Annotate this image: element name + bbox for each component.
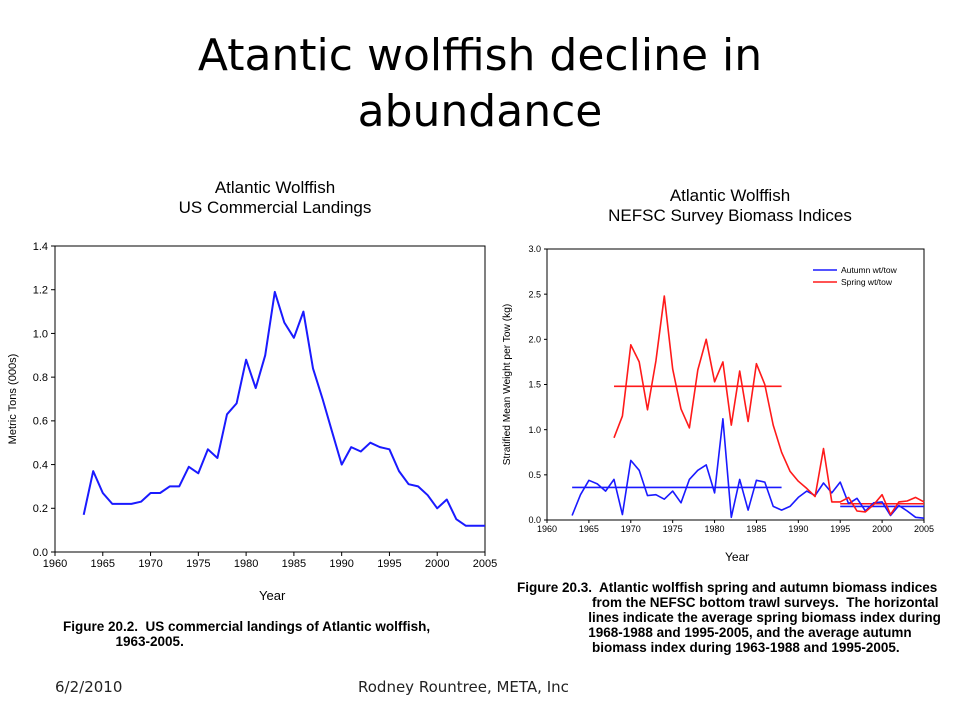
landings-y-tick-label: 1.2 <box>33 285 48 297</box>
landings-chart-title: Atlantic Wolffish US Commercial Landings <box>120 178 430 218</box>
landings-y-axis-label: Metric Tons (000s) <box>7 354 19 445</box>
landings-plot-frame <box>54 245 486 553</box>
survey-x-tick-label: 1990 <box>788 524 808 534</box>
landings-x-tick-label: 1975 <box>186 558 210 570</box>
survey-plot: 1960 1965 1970 1975 1980 1985 1990 1995 2000 2005… <box>502 244 934 564</box>
survey-caption-line-4: 1968-1988 and 1995-2005, and the average… <box>517 625 912 640</box>
landings-chart-title-line-2: US Commercial Landings <box>178 198 372 217</box>
survey-series-spring-line <box>613 295 925 516</box>
survey-caption-line-1: Figure 20.3. Atlantic wolffish spring an… <box>517 580 938 595</box>
survey-legend-label: Spring wt/tow <box>841 277 893 287</box>
landings-x-tick-label: 1960 <box>43 558 67 570</box>
slide-title: Atantic wolffish decline in abundance <box>60 28 900 140</box>
landings-x-tick-label: 1995 <box>377 558 401 570</box>
survey-legend-label: Autumn wt/tow <box>841 265 898 275</box>
survey-x-tick-label: 1985 <box>746 524 766 534</box>
survey-x-tick-label: 1965 <box>579 524 599 534</box>
landings-y-tick-label: 0.4 <box>33 459 48 471</box>
landings-plot: 1960 1965 1970 1975 1980 1985 1990 1995 2000 2005… <box>7 241 497 603</box>
survey-x-tick-label: 1960 <box>537 524 557 534</box>
landings-series-landings-line <box>82 290 485 527</box>
landings-caption-line-1: Figure 20.2. US commercial landings of A… <box>63 619 431 634</box>
landings-y-tick-label: 0.2 <box>33 503 48 515</box>
survey-x-axis-label: Year <box>725 550 749 564</box>
landings-x-axis-label: Year <box>259 588 286 603</box>
survey-y-tick-label: 1.0 <box>528 425 541 435</box>
survey-figure-caption: Figure 20.3. Atlantic wolffish spring an… <box>517 580 941 655</box>
landings-y-tick-label: 0.8 <box>33 372 48 384</box>
footer-date: 6/2/2010 <box>55 678 123 696</box>
slide-title-line-2: abundance <box>357 86 603 137</box>
landings-caption-line-2: 1963-2005. <box>63 634 184 649</box>
survey-series-autumn-line <box>571 417 925 519</box>
survey-y-tick-label: 2.5 <box>528 289 541 299</box>
landings-y-tick-label: 0.6 <box>33 416 48 428</box>
landings-x-tick-label: 1990 <box>329 558 353 570</box>
survey-caption-line-3: lines indicate the average spring biomas… <box>517 610 941 625</box>
survey-x-tick-label: 1970 <box>621 524 641 534</box>
survey-chart-title-line-1: Atlantic Wolffish <box>669 186 791 205</box>
landings-x-tick-label: 1980 <box>234 558 258 570</box>
survey-y-axis-label: Stratified Mean Weight per Tow (kg) <box>502 304 513 466</box>
landings-x-tick-label: 1970 <box>138 558 162 570</box>
survey-chart-title: Atlantic Wolffish NEFSC Survey Biomass I… <box>570 186 890 226</box>
survey-y-tick-label: 3.0 <box>528 244 541 254</box>
landings-x-tick-label: 1965 <box>91 558 115 570</box>
landings-figure-caption: Figure 20.2. US commercial landings of A… <box>63 619 430 649</box>
landings-x-tick-label: 2005 <box>473 558 497 570</box>
slide-title-line-1: Atantic wolffish decline in <box>197 30 763 81</box>
survey-x-tick-label: 2005 <box>914 524 934 534</box>
survey-y-tick-label: 2.0 <box>528 334 541 344</box>
landings-y-tick-label: 1.0 <box>33 328 48 340</box>
survey-chart-title-line-2: NEFSC Survey Biomass Indices <box>608 206 852 225</box>
survey-y-tick-label: 0.5 <box>528 470 541 480</box>
landings-chart-title-line-1: Atlantic Wolffish <box>214 178 336 197</box>
survey-caption-line-2: from the NEFSC bottom trawl surveys. The… <box>517 595 939 610</box>
survey-x-tick-label: 1980 <box>705 524 725 534</box>
landings-x-tick-label: 2000 <box>425 558 449 570</box>
survey-y-tick-label: 1.5 <box>528 380 541 390</box>
landings-x-tick-label: 1985 <box>282 558 306 570</box>
survey-y-tick-label: 0.0 <box>528 515 541 525</box>
landings-y-tick-label: 1.4 <box>33 241 48 253</box>
landings-y-tick-label: 0.0 <box>33 547 48 559</box>
survey-x-tick-label: 1995 <box>830 524 850 534</box>
survey-x-tick-label: 1975 <box>663 524 683 534</box>
survey-caption-line-5: biomass index during 1963-1988 and 1995-… <box>517 640 900 655</box>
survey-plot-frame <box>546 248 925 521</box>
survey-x-tick-label: 2000 <box>872 524 892 534</box>
footer-author: Rodney Rountree, META, Inc <box>358 678 569 696</box>
